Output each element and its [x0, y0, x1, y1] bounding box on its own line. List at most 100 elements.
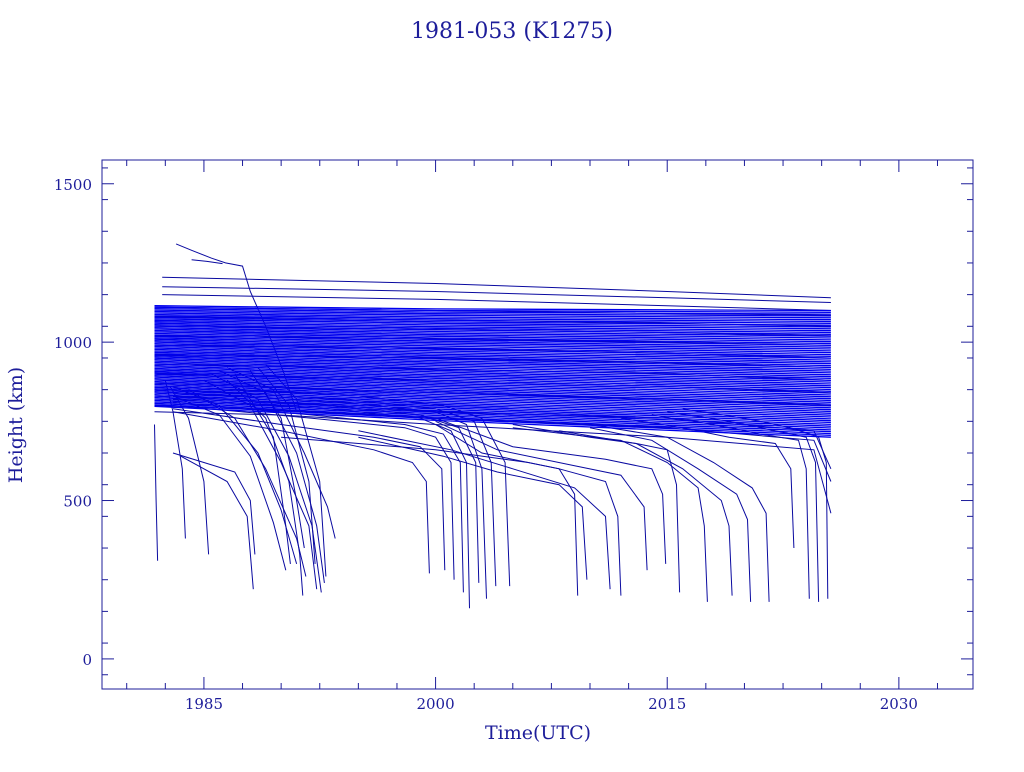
band-track: [154, 386, 831, 414]
series-line-18: [154, 424, 159, 561]
band-track: [154, 373, 831, 398]
series-line-46: [358, 430, 611, 590]
dense-band-layer: [154, 305, 831, 438]
band-track: [154, 388, 831, 416]
band-track: [154, 393, 831, 424]
x-tick-label: 2015: [648, 695, 686, 713]
band-track: [154, 348, 831, 367]
band-track: [154, 366, 831, 389]
band-track: [154, 345, 831, 363]
band-track: [154, 351, 831, 370]
series-line-38: [172, 401, 464, 593]
band-track: [154, 358, 831, 380]
band-track: [154, 340, 831, 356]
band-track: [154, 342, 831, 359]
series-line-53: [589, 427, 752, 602]
band-track: [154, 396, 831, 427]
x-tick-label: 1985: [185, 695, 223, 713]
series-line-52: [559, 430, 733, 596]
band-track: [154, 328, 831, 341]
series-line-35: [172, 411, 430, 574]
band-track: [154, 363, 831, 385]
series-line-22: [180, 455, 254, 590]
band-track: [154, 325, 831, 337]
band-track: [154, 305, 831, 312]
x-axis-label: Time(UTC): [485, 722, 591, 744]
plot-frame: [101, 159, 974, 690]
band-track: [154, 377, 831, 403]
band-track: [154, 310, 831, 319]
band-track: [154, 354, 831, 374]
series-line-55: [620, 417, 795, 549]
series-line-48: [435, 420, 648, 571]
band-track: [154, 324, 831, 335]
band-track: [154, 402, 831, 435]
band-track: [154, 391, 831, 420]
band-track: [154, 341, 831, 358]
series-line-3: [162, 276, 831, 299]
band-track: [154, 380, 831, 407]
band-track: [154, 398, 831, 429]
band-track: [154, 322, 831, 334]
band-track: [154, 357, 831, 378]
band-track: [154, 335, 831, 350]
band-track: [154, 344, 831, 361]
series-line-54: [589, 424, 770, 602]
x-tick-label: 2000: [416, 695, 454, 713]
band-track: [154, 350, 831, 369]
y-tick-label: 500: [63, 493, 92, 511]
series-line-45: [358, 436, 588, 580]
series-line-21: [172, 452, 256, 555]
series-line-20: [169, 386, 210, 555]
band-track: [154, 321, 831, 332]
band-track: [154, 318, 831, 328]
band-track: [154, 315, 831, 324]
band-track: [154, 395, 831, 426]
band-track: [154, 309, 831, 317]
y-tick-label: 1500: [54, 176, 92, 194]
y-tick-label: 0: [82, 651, 92, 669]
band-track: [154, 329, 831, 343]
band-track: [154, 382, 831, 409]
band-track: [154, 369, 831, 392]
band-track: [154, 338, 831, 354]
band-track: [154, 356, 831, 376]
series-line-4: [162, 286, 831, 303]
x-tick-label: 2030: [880, 695, 918, 713]
band-track: [154, 392, 831, 422]
band-track: [154, 319, 831, 330]
series-line-49: [435, 417, 667, 564]
series-line-5: [162, 294, 831, 311]
band-track: [154, 401, 831, 433]
series-line-2: [191, 259, 223, 265]
band-track: [154, 312, 831, 321]
band-track: [154, 375, 831, 400]
series-line-37: [172, 405, 455, 580]
series-line-51: [512, 427, 708, 602]
band-track: [154, 360, 831, 381]
band-track: [154, 306, 831, 313]
band-track: [154, 347, 831, 365]
series-line-41: [172, 392, 487, 599]
band-track: [154, 331, 831, 345]
band-track: [154, 307, 831, 315]
band-track: [154, 389, 831, 418]
band-track: [154, 313, 831, 323]
band-track: [154, 353, 831, 372]
series-line-47: [435, 424, 622, 596]
band-track: [154, 383, 831, 411]
band-track: [154, 399, 831, 431]
series-line-19: [164, 380, 186, 539]
band-track: [154, 367, 831, 391]
y-axis-label: Height (km): [5, 367, 27, 483]
chart-title: 1981-053 (K1275): [411, 19, 613, 44]
band-track: [154, 326, 831, 339]
band-track: [154, 370, 831, 394]
band-track: [154, 385, 831, 413]
band-track: [154, 361, 831, 383]
band-track: [154, 337, 831, 352]
y-tick-label: 1000: [54, 334, 92, 352]
band-track: [154, 316, 831, 326]
